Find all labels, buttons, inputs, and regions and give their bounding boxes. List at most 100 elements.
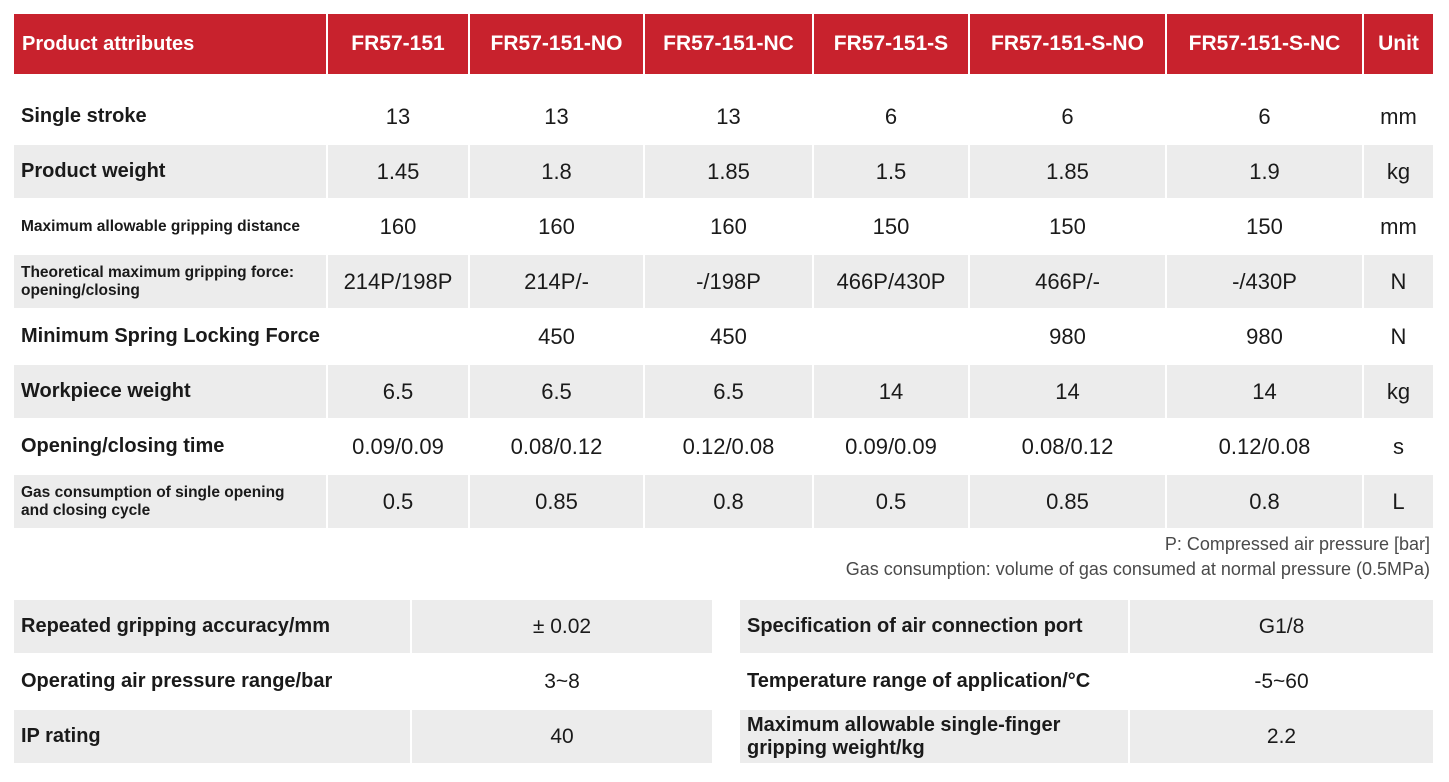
table-cell: 0.8	[645, 475, 814, 530]
unit-cell: N	[1364, 255, 1433, 310]
header-fr57-151-s-nc: FR57-151-S-NC	[1167, 14, 1364, 74]
param-value: 40	[412, 710, 712, 765]
table-row: Single stroke 13 13 13 6 6 6 mm	[14, 90, 1433, 145]
table-cell: 980	[970, 310, 1167, 365]
table-cell: 0.5	[814, 475, 970, 530]
footnote-pressure: P: Compressed air pressure [bar]	[1164, 534, 1430, 554]
table-cell: 0.5	[328, 475, 470, 530]
table-row: Maximum allowable gripping distance 160 …	[14, 200, 1433, 255]
param-row: IP rating 40	[14, 710, 712, 765]
table-cell: 6.5	[470, 365, 645, 420]
table-cell: 980	[1167, 310, 1364, 365]
table-cell: 0.08/0.12	[970, 420, 1167, 475]
table-cell: -/430P	[1167, 255, 1364, 310]
row-label: Opening/closing time	[14, 420, 328, 475]
param-row: Temperature range of application/°C -5~6…	[740, 655, 1433, 710]
unit-cell: s	[1364, 420, 1433, 475]
footnote-gas: Gas consumption: volume of gas consumed …	[845, 559, 1430, 579]
table-cell: 0.09/0.09	[814, 420, 970, 475]
table-cell	[814, 310, 970, 365]
param-label: Maximum allowable single-finger gripping …	[740, 710, 1130, 765]
row-label-line: opening/closing	[21, 281, 140, 299]
table-cell: 1.9	[1167, 145, 1364, 200]
param-label: Operating air pressure range/bar	[14, 655, 412, 710]
row-label-line: and closing cycle	[21, 501, 151, 519]
table-cell: 13	[470, 90, 645, 145]
header-fr57-151: FR57-151	[328, 14, 470, 74]
table-cell: 0.12/0.08	[1167, 420, 1364, 475]
table-cell: 13	[645, 90, 814, 145]
table-cell: 450	[645, 310, 814, 365]
row-label: Gas consumption of single opening and clo…	[14, 475, 328, 530]
table-row: Opening/closing time 0.09/0.09 0.08/0.12…	[14, 420, 1433, 475]
table-cell: 6.5	[328, 365, 470, 420]
table-cell: -/198P	[645, 255, 814, 310]
row-label: Maximum allowable gripping distance	[14, 200, 328, 255]
table-cell: 160	[645, 200, 814, 255]
table-cell: 6.5	[645, 365, 814, 420]
row-label: Single stroke	[14, 90, 328, 145]
table-cell: 150	[970, 200, 1167, 255]
left-params-table: Repeated gripping accuracy/mm ± 0.02 Ope…	[14, 600, 712, 765]
row-label: Minimum Spring Locking Force	[14, 310, 328, 365]
unit-cell: N	[1364, 310, 1433, 365]
table-cell: 0.8	[1167, 475, 1364, 530]
param-label: Repeated gripping accuracy/mm	[14, 600, 412, 655]
spec-table: Product attributes FR57-151 FR57-151-NO …	[14, 14, 1433, 530]
param-value: 3~8	[412, 655, 712, 710]
table-cell: 0.85	[470, 475, 645, 530]
param-label-line: Maximum allowable single-finger	[747, 713, 1061, 736]
header-product-attributes: Product attributes	[14, 14, 328, 74]
unit-cell: mm	[1364, 200, 1433, 255]
table-cell: 466P/430P	[814, 255, 970, 310]
header-fr57-151-nc: FR57-151-NC	[645, 14, 814, 74]
table-cell: 150	[1167, 200, 1364, 255]
table-row: Theoretical maximum gripping force: openi…	[14, 255, 1433, 310]
param-label: IP rating	[14, 710, 412, 765]
table-cell: 214P/198P	[328, 255, 470, 310]
table-cell: 14	[970, 365, 1167, 420]
param-value: 2.2	[1130, 710, 1433, 765]
header-fr57-151-s-no: FR57-151-S-NO	[970, 14, 1167, 74]
header-fr57-151-s: FR57-151-S	[814, 14, 970, 74]
param-row: Specification of air connection port G1/…	[740, 600, 1433, 655]
row-label-line: Gas consumption of single opening	[21, 483, 285, 501]
table-cell: 0.08/0.12	[470, 420, 645, 475]
param-label-line: gripping weight/kg	[747, 736, 925, 759]
unit-cell: kg	[1364, 145, 1433, 200]
table-cell: 0.85	[970, 475, 1167, 530]
table-cell	[328, 310, 470, 365]
param-value: ± 0.02	[412, 600, 712, 655]
footnotes: P: Compressed air pressure [bar] Gas con…	[846, 532, 1430, 582]
table-cell: 0.12/0.08	[645, 420, 814, 475]
table-cell: 6	[814, 90, 970, 145]
table-cell: 6	[1167, 90, 1364, 145]
header-row: Product attributes FR57-151 FR57-151-NO …	[14, 14, 1433, 74]
table-cell: 466P/-	[970, 255, 1167, 310]
param-value: -5~60	[1130, 655, 1433, 710]
header-unit: Unit	[1364, 14, 1433, 74]
table-row: Product weight 1.45 1.8 1.85 1.5 1.85 1.…	[14, 145, 1433, 200]
table-cell: 1.85	[645, 145, 814, 200]
param-row: Operating air pressure range/bar 3~8	[14, 655, 712, 710]
unit-cell: mm	[1364, 90, 1433, 145]
unit-cell: kg	[1364, 365, 1433, 420]
table-row: Minimum Spring Locking Force 450 450 980…	[14, 310, 1433, 365]
table-cell: 1.8	[470, 145, 645, 200]
table-cell: 1.5	[814, 145, 970, 200]
table-cell: 150	[814, 200, 970, 255]
table-cell: 13	[328, 90, 470, 145]
row-label-line: Theoretical maximum gripping force:	[21, 263, 295, 281]
unit-cell: L	[1364, 475, 1433, 530]
table-cell: 160	[328, 200, 470, 255]
header-fr57-151-no: FR57-151-NO	[470, 14, 645, 74]
table-cell: 14	[1167, 365, 1364, 420]
param-row: Maximum allowable single-finger gripping …	[740, 710, 1433, 765]
param-label: Temperature range of application/°C	[740, 655, 1130, 710]
table-cell: 214P/-	[470, 255, 645, 310]
right-params-table: Specification of air connection port G1/…	[740, 600, 1433, 765]
table-cell: 0.09/0.09	[328, 420, 470, 475]
row-label: Workpiece weight	[14, 365, 328, 420]
table-cell: 14	[814, 365, 970, 420]
param-row: Repeated gripping accuracy/mm ± 0.02	[14, 600, 712, 655]
